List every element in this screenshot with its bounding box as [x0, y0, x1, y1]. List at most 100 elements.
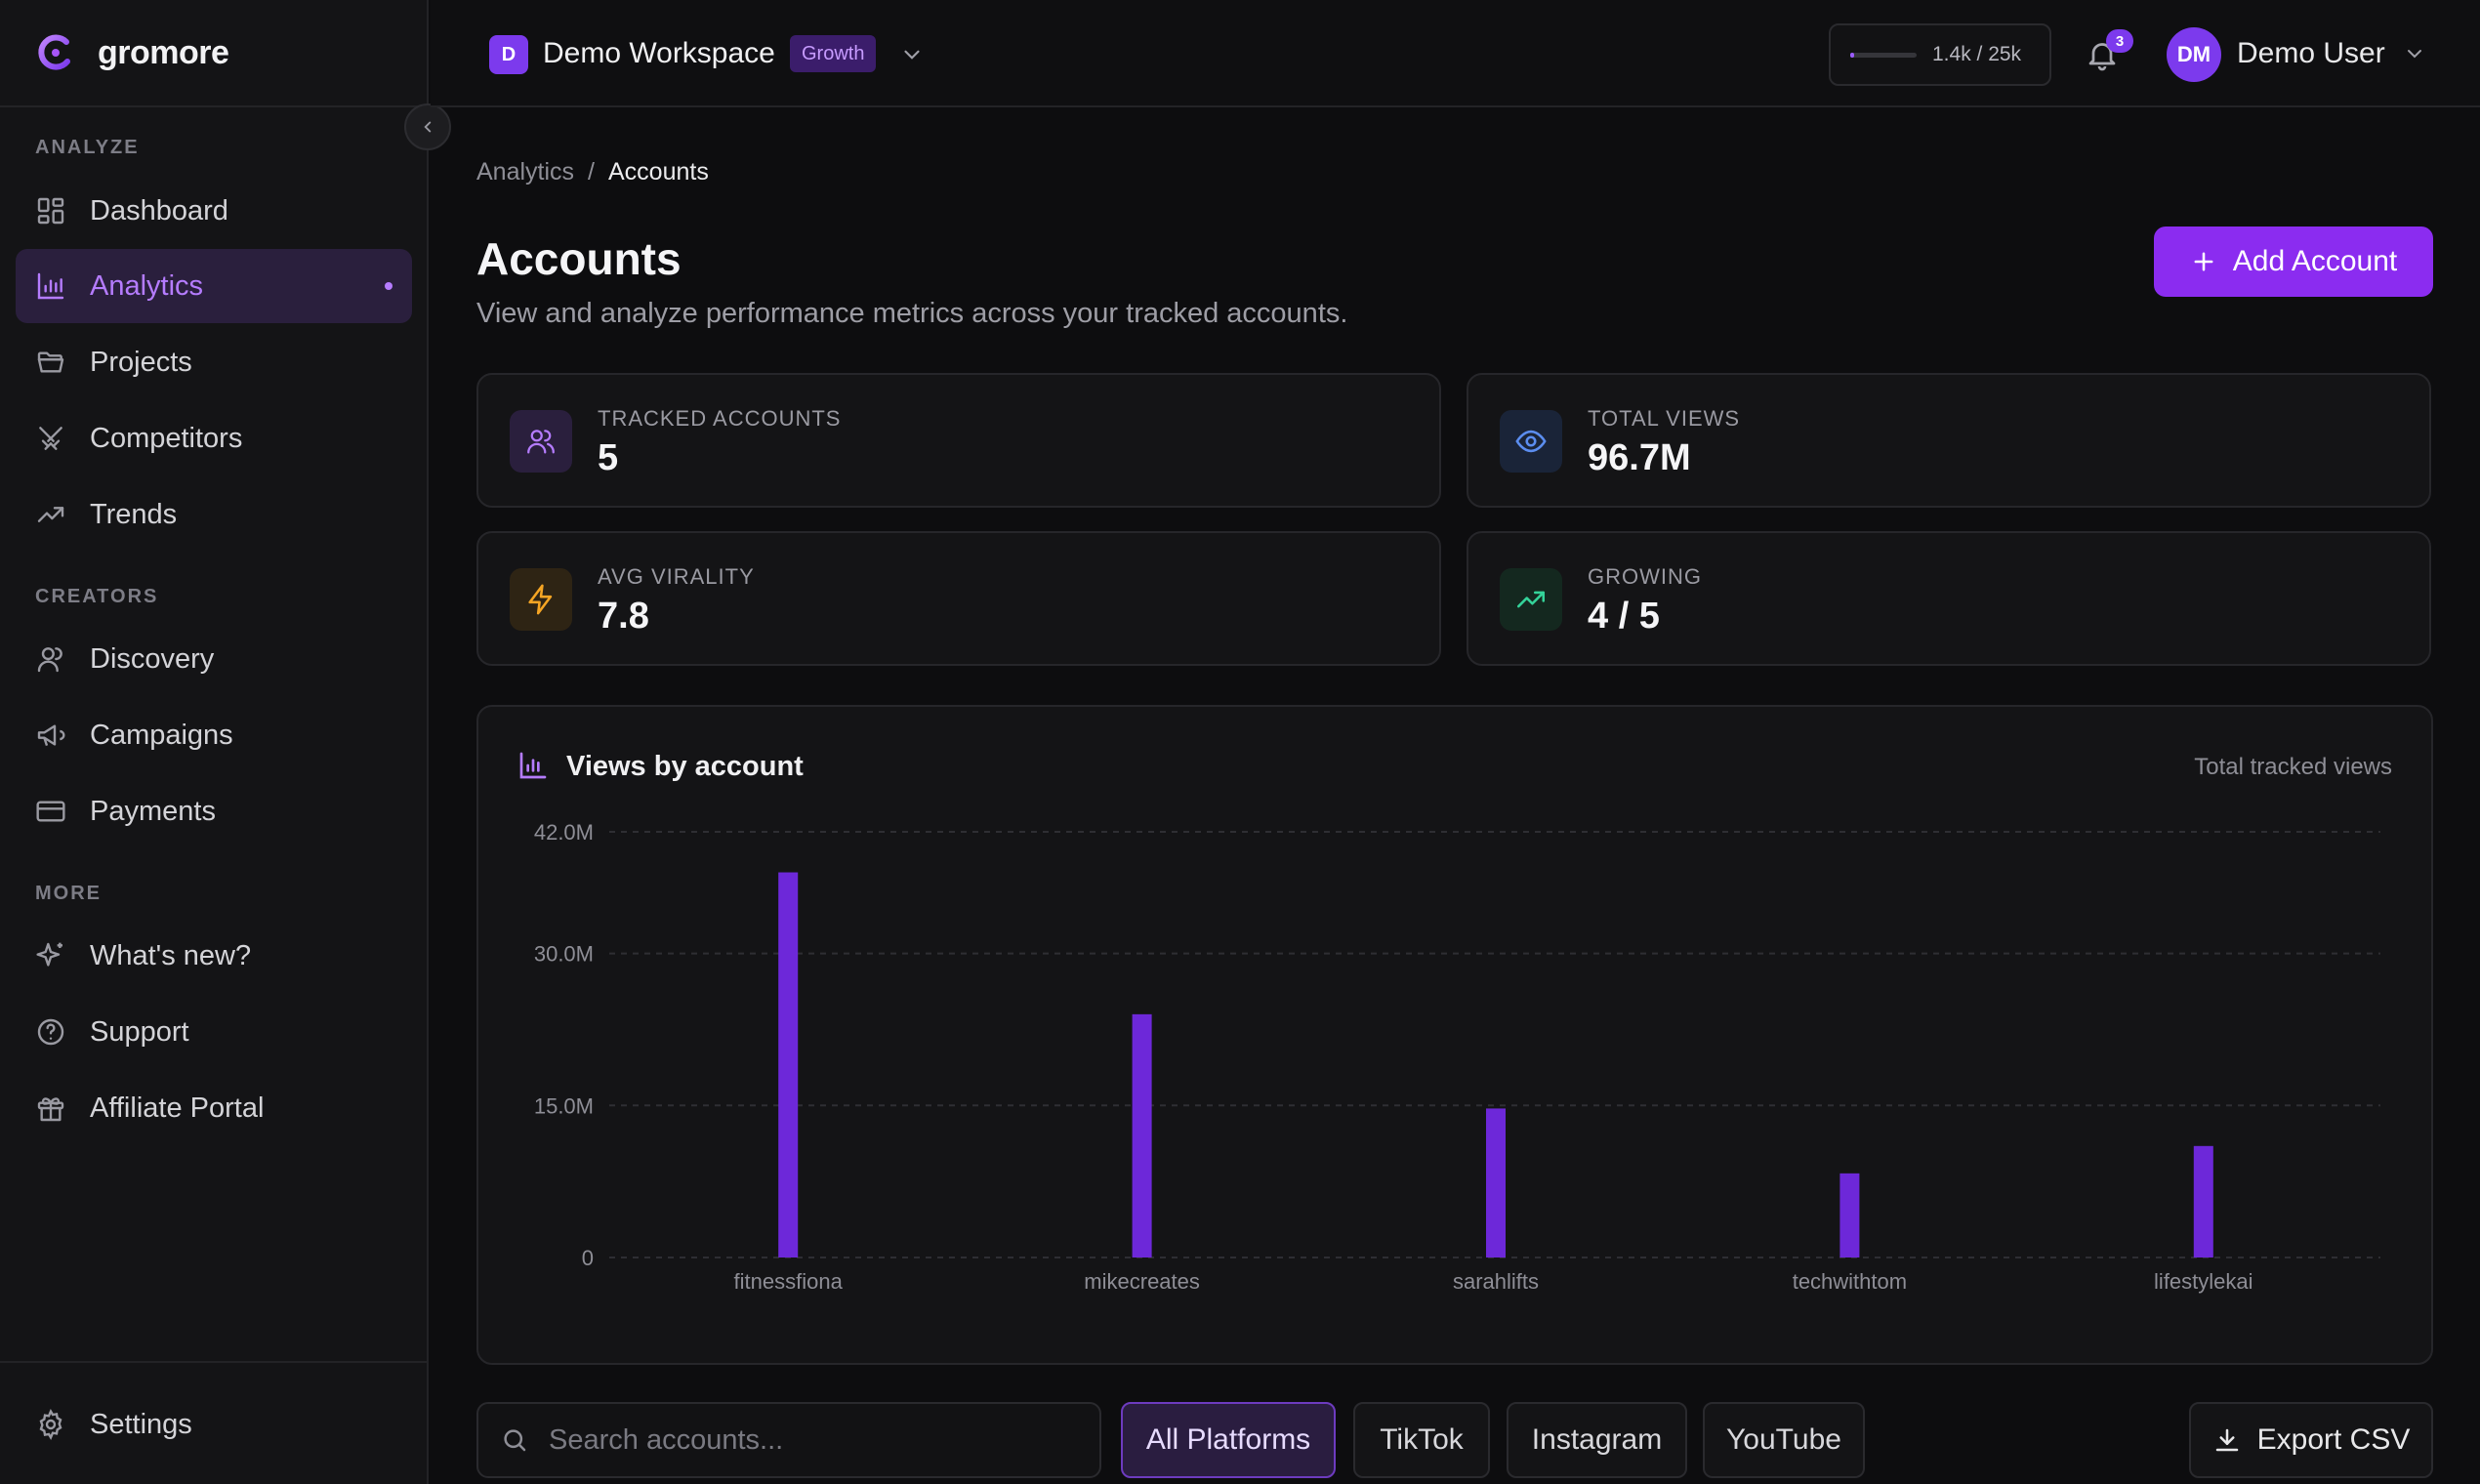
sidebar-divider [0, 1361, 429, 1363]
workspace-name[interactable]: Demo Workspace [543, 37, 775, 69]
sidebar-item-whats-new[interactable]: What's new? [16, 919, 412, 993]
chevron-down-icon[interactable] [899, 42, 925, 67]
usage-progress-fill [1850, 52, 1854, 58]
sidebar-item-campaigns[interactable]: Campaigns [16, 698, 412, 772]
sidebar: gromore ANALYZE Dashboard Analytics Proj… [0, 0, 429, 1484]
breadcrumb-parent-link[interactable]: Analytics [476, 158, 575, 186]
sidebar-item-affiliate-portal[interactable]: Affiliate Portal [16, 1071, 412, 1145]
download-icon [2215, 1428, 2238, 1452]
breadcrumb-separator: / [588, 158, 595, 186]
notification-count-badge: 3 [2106, 29, 2133, 53]
y-tick-label: 30.0M [534, 942, 594, 967]
plan-badge: Growth [790, 35, 877, 72]
usage-progress-track [1850, 52, 1917, 58]
stat-label: TOTAL VIEWS [1588, 406, 1741, 431]
stat-card-tracked-accounts: TRACKED ACCOUNTS 5 [476, 373, 1441, 508]
filter-chip-youtube[interactable]: YouTube [1703, 1402, 1865, 1478]
active-indicator-dot [385, 282, 393, 290]
search-input[interactable] [549, 1423, 1076, 1457]
export-csv-button[interactable]: Export CSV [2189, 1402, 2433, 1478]
sidebar-item-analytics[interactable]: Analytics [16, 249, 412, 323]
brand[interactable]: gromore [0, 0, 427, 107]
bar-lifestylekai [2193, 1145, 2213, 1257]
chevron-down-icon[interactable] [2403, 42, 2426, 65]
filter-chip-instagram[interactable]: Instagram [1507, 1402, 1687, 1478]
section-label-creators: CREATORS [35, 586, 159, 607]
y-tick-label: 0 [582, 1246, 594, 1270]
workspace-avatar[interactable]: D [489, 35, 528, 74]
sidebar-item-payments[interactable]: Payments [16, 774, 412, 848]
bar-chart-icon [37, 272, 64, 300]
bar-mikecreates [1132, 1013, 1152, 1257]
filter-chip-all-platforms[interactable]: All Platforms [1121, 1402, 1336, 1478]
page-subtitle: View and analyze performance metrics acr… [476, 298, 1348, 329]
user-avatar[interactable]: DM [2167, 27, 2221, 82]
sidebar-item-label: Settings [90, 1408, 192, 1440]
stat-value: 7.8 [598, 596, 649, 637]
sidebar-item-trends[interactable]: Trends [16, 477, 412, 552]
section-label-analyze: ANALYZE [35, 137, 140, 158]
bar-chart: 0 15.0M 30.0M 42.0M fitnessfiona mikecreates s… [534, 820, 2380, 1294]
stat-icon-wrap [1500, 410, 1562, 473]
breadcrumb-current: Accounts [608, 158, 709, 186]
section-label-more: MORE [35, 883, 102, 904]
usage-meter[interactable]: 1.4k / 25k [1829, 23, 2051, 86]
sidebar-item-label: Dashboard [90, 194, 228, 227]
help-circle-icon [37, 1018, 64, 1046]
sidebar-item-discovery[interactable]: Discovery [16, 622, 412, 696]
sidebar-item-label: Support [90, 1015, 189, 1048]
users-icon [527, 430, 555, 454]
x-tick-label: techwithtom [1793, 1269, 1907, 1294]
add-account-label: Add Account [2232, 245, 2398, 277]
x-tick-label: sarahlifts [1453, 1269, 1539, 1294]
search-icon [504, 1429, 526, 1452]
stat-value: 4 / 5 [1588, 596, 1660, 637]
y-tick-label: 42.0M [534, 820, 594, 845]
sidebar-item-label: Competitors [90, 422, 243, 454]
chevron-left-icon [424, 121, 432, 133]
add-account-button[interactable]: Add Account [2154, 227, 2433, 297]
sidebar-item-support[interactable]: Support [16, 995, 412, 1069]
sidebar-item-competitors[interactable]: Competitors [16, 401, 412, 475]
plus-icon [2194, 252, 2213, 271]
stat-card-avg-virality: AVG VIRALITY 7.8 [476, 531, 1441, 666]
stat-icon-wrap [510, 410, 572, 473]
search-field[interactable] [476, 1402, 1101, 1478]
bar-chart-icon [519, 752, 547, 779]
stat-icon-wrap [1500, 568, 1562, 631]
brand-name: gromore [98, 33, 229, 71]
x-tick-label: mikecreates [1084, 1269, 1200, 1294]
filter-chip-tiktok[interactable]: TikTok [1353, 1402, 1490, 1478]
stat-value: 96.7M [1588, 437, 1691, 478]
y-tick-label: 15.0M [534, 1093, 594, 1118]
stat-label: GROWING [1588, 564, 1702, 589]
sidebar-item-settings[interactable]: Settings [16, 1387, 412, 1462]
bell-icon[interactable] [2085, 37, 2120, 72]
chart-title: Views by account [566, 751, 804, 782]
sidebar-item-dashboard[interactable]: Dashboard [16, 174, 412, 248]
sidebar-item-label: Payments [90, 795, 216, 827]
sidebar-collapse-button[interactable] [404, 103, 451, 150]
sparkles-icon [36, 942, 62, 967]
views-by-account-chart-card: Views by account Total tracked views 0 15… [476, 705, 2433, 1365]
eye-icon [1515, 430, 1547, 453]
breadcrumb: Analytics / Accounts [476, 158, 709, 186]
stat-icon-wrap [510, 568, 572, 631]
stat-label: TRACKED ACCOUNTS [598, 406, 842, 431]
sidebar-item-label: Analytics [90, 269, 204, 302]
trending-up-icon [1516, 591, 1546, 608]
bar-techwithtom [1839, 1173, 1860, 1257]
sidebar-item-projects[interactable]: Projects [16, 325, 412, 399]
lightning-icon [528, 584, 553, 615]
bar-fitnessfiona [778, 872, 799, 1257]
bar-sarahlifts [1486, 1108, 1506, 1257]
page-title: Accounts [476, 233, 682, 284]
user-name[interactable]: Demo User [2237, 37, 2385, 69]
gear-icon [39, 1409, 62, 1440]
sidebar-item-label: What's new? [90, 939, 252, 971]
trending-up-icon [37, 507, 64, 522]
gift-icon [37, 1097, 64, 1122]
x-tick-label: lifestylekai [2154, 1269, 2253, 1294]
folder-icon [37, 351, 64, 373]
x-tick-label: fitnessfiona [734, 1269, 844, 1294]
